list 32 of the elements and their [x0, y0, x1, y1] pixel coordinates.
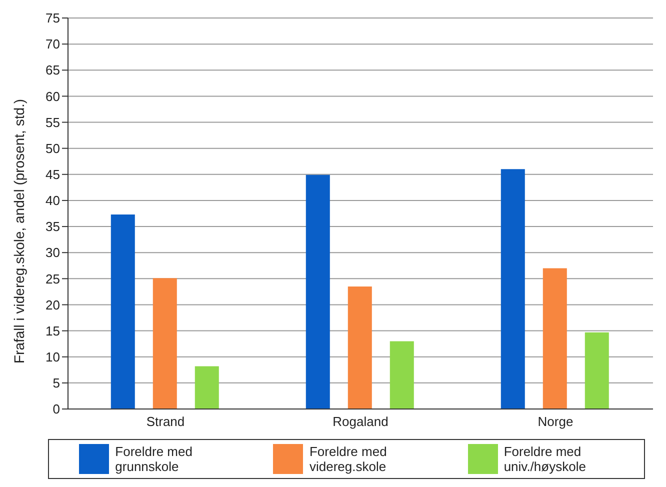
y-tick-label: 30 — [46, 245, 60, 260]
bar — [390, 341, 414, 409]
x-tick-label: Norge — [538, 414, 574, 430]
y-tick-label: 60 — [46, 88, 60, 104]
y-axis-title: Frafall i videreg.skole, andel (prosent, std.) — [10, 98, 27, 364]
y-tick-label: 55 — [46, 114, 60, 130]
y-tick-label: 10 — [46, 349, 60, 364]
y-tick-label: 35 — [46, 219, 60, 234]
bar — [306, 174, 330, 409]
y-tick-label: 65 — [46, 62, 60, 78]
legend-label: Foreldre med grunnskole — [115, 444, 194, 474]
y-tick-label: 70 — [46, 36, 60, 52]
x-tick-label: Strand — [146, 414, 185, 430]
y-tick-label: 5 — [52, 376, 60, 391]
y-tick-label: 40 — [46, 193, 60, 208]
y-tick-label: 25 — [46, 271, 60, 286]
bar — [110, 214, 135, 409]
y-tick-label: 75 — [46, 10, 60, 26]
y-tick-label: 20 — [46, 297, 60, 312]
x-tick-label: Rogaland — [332, 414, 388, 430]
legend-label: Foreldre med univ./høyskole — [504, 444, 587, 474]
y-tick-label: 15 — [46, 323, 60, 338]
bar — [152, 278, 177, 409]
y-tick-label: 45 — [46, 167, 60, 182]
bar — [500, 169, 525, 409]
bar — [584, 332, 609, 409]
bar — [348, 286, 372, 409]
legend-label: Foreldre med videreg.skole — [309, 444, 388, 474]
bar — [194, 366, 219, 409]
y-tick-label: 50 — [46, 140, 60, 156]
bar — [542, 268, 567, 409]
y-tick-label: 0 — [52, 402, 60, 417]
